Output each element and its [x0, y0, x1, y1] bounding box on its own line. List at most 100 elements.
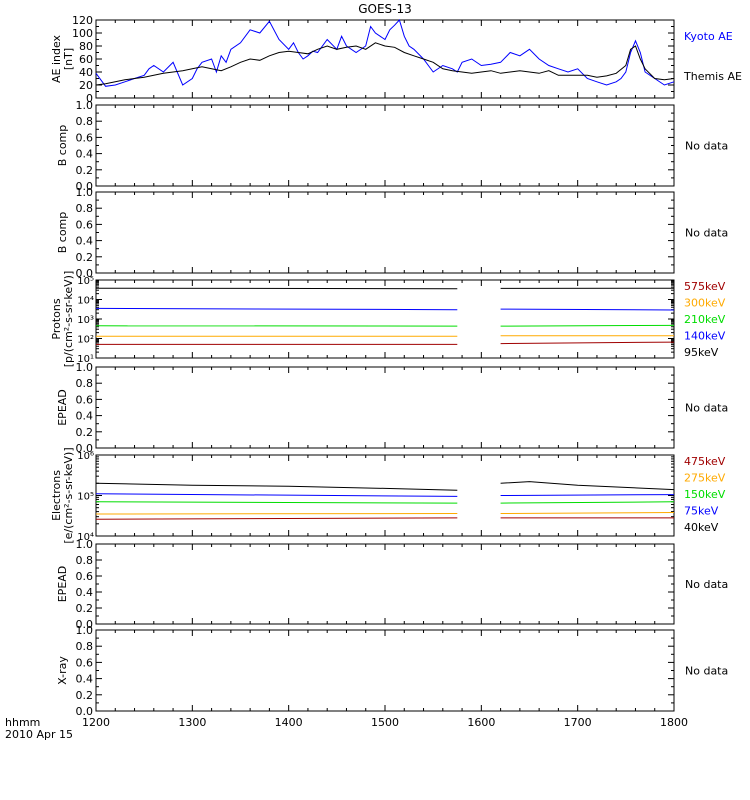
- legend-210kev: 210keV: [684, 313, 726, 326]
- y-tick-label: 10²: [77, 335, 94, 346]
- y-tick-label: 10⁶: [77, 451, 94, 462]
- y-tick-label: 0.6: [76, 393, 94, 406]
- y-tick-label: 0.4: [76, 586, 94, 599]
- y-tick-label: 0.8: [76, 554, 94, 567]
- panel-epead1: 0.0 0.2 0.4 0.6 0.8 1.0 EPEAD No data: [56, 361, 728, 455]
- legend-kyoto-ae: Kyoto AE: [684, 30, 733, 43]
- panel-b2: 0.0 0.2 0.4 0.6 0.8 1.0 B comp No data: [56, 186, 728, 280]
- series-line-275kev: [95, 513, 458, 515]
- legend-40kev: 40keV: [684, 521, 719, 534]
- series-line-75kev: [500, 494, 675, 496]
- y-tick-label: 80: [79, 40, 93, 53]
- series-line-40kev: [95, 482, 458, 491]
- y-tick-label: 10¹: [77, 354, 94, 365]
- y-tick-label: 0.0: [76, 705, 94, 718]
- y-axis-unit: [e/(cm²-s-sr-keV)]: [62, 447, 75, 543]
- y-tick-label: 100: [72, 27, 93, 40]
- legend-75kev: 75keV: [684, 505, 719, 518]
- y-tick-label: 0.2: [76, 426, 94, 439]
- series-line-475kev: [95, 517, 458, 520]
- y-tick-label: 0.4: [76, 148, 94, 161]
- panel-epead2: 0.0 0.2 0.4 0.6 0.8 1.0 EPEAD No data: [56, 538, 728, 631]
- series-line-210kev: [500, 324, 675, 327]
- legend-95kev: 95keV: [684, 346, 719, 359]
- y-axis-label: B comp: [56, 212, 69, 254]
- panel-frame: [95, 104, 675, 187]
- y-tick-label: 1.0: [76, 624, 94, 637]
- y-tick-label: 0.0: [76, 618, 94, 631]
- no-data-label: No data: [685, 665, 728, 678]
- panel-frame: [95, 366, 675, 449]
- y-tick-label: 10³: [77, 315, 94, 326]
- y-tick-label: 0.4: [76, 410, 94, 423]
- series-line-575kev: [500, 341, 675, 345]
- y-tick-label: 0: [86, 92, 93, 105]
- y-tick-label: 0.8: [76, 202, 94, 215]
- y-axis-label: Protons: [50, 298, 63, 339]
- x-tick-label: 1700: [564, 716, 592, 729]
- y-tick-label: 1.0: [76, 99, 94, 112]
- panel-xray: 0.0 0.2 0.4 0.6 0.8 1.0 X-ray No data: [56, 624, 728, 718]
- y-tick-label: 10⁴: [77, 532, 94, 543]
- y-tick-label: 0.0: [76, 180, 94, 193]
- panel-electrons: 10⁴ 10⁵ 10⁶ Electrons [e/(cm²-s-sr-keV)] 475k…: [50, 447, 726, 543]
- y-tick-label: 10⁵: [77, 492, 94, 503]
- y-tick-label: 10⁵: [77, 276, 94, 287]
- legend-575kev: 575keV: [684, 280, 726, 293]
- y-axis-label: EPEAD: [56, 389, 69, 426]
- panel-frame: [95, 191, 675, 274]
- y-axis-label: X-ray: [56, 656, 69, 685]
- panel-frame: [95, 543, 675, 625]
- time-axis-label-hhmm: hhmm: [5, 716, 40, 729]
- y-tick-label: 0.0: [76, 267, 94, 280]
- no-data-label: No data: [685, 578, 728, 591]
- y-tick-label: 0.6: [76, 656, 94, 669]
- y-tick-label: 0.8: [76, 115, 94, 128]
- series-line-140kev: [95, 307, 458, 311]
- y-tick-label: 1.0: [76, 186, 94, 199]
- y-axis-unit: [nT]: [62, 48, 75, 70]
- series-line-40kev: [500, 481, 675, 491]
- x-tick-label: 1200: [82, 716, 110, 729]
- x-tick-label: 1400: [275, 716, 303, 729]
- series-line-140kev: [500, 308, 675, 311]
- y-axis-label: EPEAD: [56, 566, 69, 603]
- y-axis-unit: [p/(cm²-s-sr-keV)]: [62, 271, 75, 368]
- legend-150kev: 150keV: [684, 488, 726, 501]
- y-tick-label: 40: [79, 66, 93, 79]
- y-tick-label: 0.4: [76, 673, 94, 686]
- y-tick-label: 0.6: [76, 131, 94, 144]
- series-line-kyoto-ae: [95, 19, 675, 87]
- x-tick-label: 1500: [371, 716, 399, 729]
- x-tick-label: 1300: [178, 716, 206, 729]
- time-axis-label-date: 2010 Apr 15: [5, 728, 73, 741]
- series-line-150kev: [500, 501, 675, 504]
- legend-themis-ae: Themis AE: [683, 70, 742, 83]
- legend-475kev: 475keV: [684, 455, 726, 468]
- no-data-label: No data: [685, 140, 728, 153]
- panel-protons: 10¹ 10² 10³ 10⁴ 10⁵ Protons [p/(cm²-s-sr-keV)]…: [50, 271, 726, 368]
- y-tick-label: 0.2: [76, 251, 94, 264]
- y-tick-label: 0.6: [76, 218, 94, 231]
- y-tick-label: 0.2: [76, 689, 94, 702]
- y-tick-label: 0.4: [76, 235, 94, 248]
- y-tick-label: 0.6: [76, 570, 94, 583]
- panel-frame: [95, 279, 675, 359]
- y-tick-label: 0.2: [76, 602, 94, 615]
- y-tick-label: 1.0: [76, 538, 94, 551]
- series-line-150kev: [95, 501, 458, 504]
- y-tick-label: 0.2: [76, 164, 94, 177]
- x-tick-label: 1800: [660, 716, 688, 729]
- legend-140kev: 140keV: [684, 330, 726, 343]
- y-tick-label: 1.0: [76, 361, 94, 374]
- y-tick-label: 60: [79, 53, 93, 66]
- y-tick-label: 10⁴: [77, 296, 94, 307]
- series-line-75kev: [95, 493, 458, 497]
- y-axis-label: Electrons: [50, 470, 63, 521]
- no-data-label: No data: [685, 402, 728, 415]
- y-tick-label: 120: [72, 14, 93, 27]
- series-line-275kev: [500, 512, 675, 514]
- y-tick-label: 20: [79, 79, 93, 92]
